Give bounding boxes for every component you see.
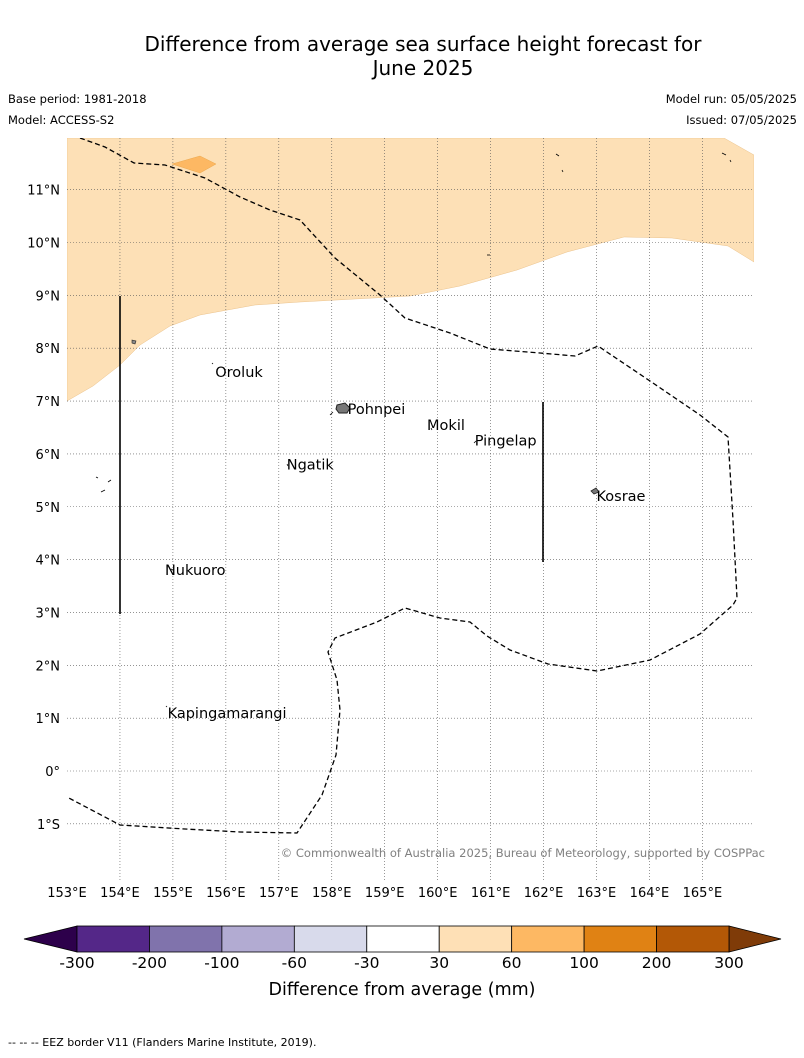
pohnpei-island [335,402,351,414]
lat-tick-label: 1°S [37,818,60,833]
base-period-text: Base period: 1981-2018 [8,92,147,106]
colorbar-tick-label: 300 [714,954,744,972]
eez-border-line [67,138,738,834]
place-label: Kapingamarangi [168,706,287,722]
lat-tick-label: 8°N [36,342,61,357]
islands-layer [95,152,732,708]
colorbar-segment [149,925,223,953]
lon-tick-label: 160°E [418,886,458,901]
lat-tick-label: 7°N [36,395,61,410]
title-line-2: June 2025 [372,56,474,80]
colorbar-segment [438,925,513,953]
lon-tick-label: 164°E [630,886,670,901]
colorbar-label: Difference from average (mm) [268,980,535,1000]
title-line-1: Difference from average sea surface heig… [144,32,702,56]
lon-tick-label: 165°E [683,886,723,901]
place-label: Ngatik [287,457,335,473]
lon-tick-label: 156°E [206,886,246,901]
islet-mark [555,153,564,173]
place-label: Mokil [427,418,465,434]
colorbar-segment [511,925,585,953]
colorbar-tick-label: 60 [502,954,522,972]
colorbar-tick-label: -200 [132,954,167,972]
place-label: Oroluk [215,365,263,381]
place-label: Nukuoro [165,563,226,579]
colorbar-segment [76,925,150,953]
model-text: Model: ACCESS-S2 [8,113,115,127]
latitude-labels: 11°N 10°N 9°N 8°N 7°N 6°N 5°N 4°N 3°N 2°N 1°N 0° 1°S [27,184,60,833]
map-figure: Oroluk Pohnpei Mokil Pingelap Ngatik Kosrae Nu… [23,138,782,1000]
colorbar-tick-label: 30 [429,954,449,972]
colorbar-segment [583,925,657,953]
colorbar: -300 -200 -100 -60 -30 30 60 100 200 300 [23,925,782,972]
lat-tick-label: 5°N [36,501,61,516]
place-labels: Oroluk Pohnpei Mokil Pingelap Ngatik Kosrae Nu… [165,365,646,722]
colorbar-extend-low [23,925,78,953]
colorbar-extend-high [728,925,782,953]
shading-layer [67,138,754,402]
lat-tick-label: 2°N [36,659,61,674]
lon-tick-label: 161°E [471,886,511,901]
lat-tick-label: 4°N [36,554,61,569]
place-label: Pingelap [475,434,537,450]
colorbar-segment [293,925,368,953]
lon-tick-label: 162°E [524,886,564,901]
lat-tick-label: 6°N [36,448,61,463]
islet-mark [329,411,334,416]
lat-tick-label: 9°N [36,289,61,304]
lon-tick-label: 153°E [47,886,87,901]
islet-mark [165,362,477,708]
colorbar-tick-label: 100 [569,954,599,972]
islet-mark [131,339,137,345]
colorbar-tick-label: -300 [59,954,94,972]
kosrae-island [590,487,600,495]
model-run-text: Model run: 05/05/2025 [665,92,797,106]
colorbar-tick-label: -30 [354,954,379,972]
place-label: Kosrae [597,489,646,505]
lon-tick-label: 158°E [312,886,352,901]
islet-mark [721,152,732,163]
lat-tick-label: 11°N [27,184,60,199]
lat-tick-label: 0° [45,765,60,780]
lat-tick-label: 10°N [27,237,60,252]
longitude-labels: 153°E 154°E 155°E 156°E 157°E 158°E 159°E 160°E… [47,886,722,901]
issued-text: Issued: 07/05/2025 [686,113,797,127]
colorbar-segment [366,925,440,953]
colorbar-segment [221,925,295,953]
lon-tick-label: 159°E [365,886,405,901]
islet-mark [95,476,112,493]
shading-30-to-60-region [67,138,754,402]
colorbar-tick-label: -60 [282,954,307,972]
footer-note: -- -- -- EEZ border V11 (Flanders Marine… [8,1036,317,1049]
colorbar-tick-label: -100 [204,954,239,972]
colorbar-segment [656,925,730,953]
lon-tick-label: 163°E [577,886,617,901]
colorbar-tick-label: 200 [642,954,672,972]
lon-tick-label: 157°E [259,886,299,901]
chart-title: Difference from average sea surface heig… [0,32,804,80]
shading-60-to-100-patch [171,155,217,174]
lat-tick-label: 3°N [36,606,61,621]
lat-tick-label: 1°N [36,712,61,727]
lon-tick-label: 155°E [153,886,193,901]
copyright-text: © Commonwealth of Australia 2025, Bureau… [281,846,765,860]
lat-lon-grid [67,138,754,880]
lon-tick-label: 154°E [100,886,140,901]
place-label: Pohnpei [348,402,406,418]
